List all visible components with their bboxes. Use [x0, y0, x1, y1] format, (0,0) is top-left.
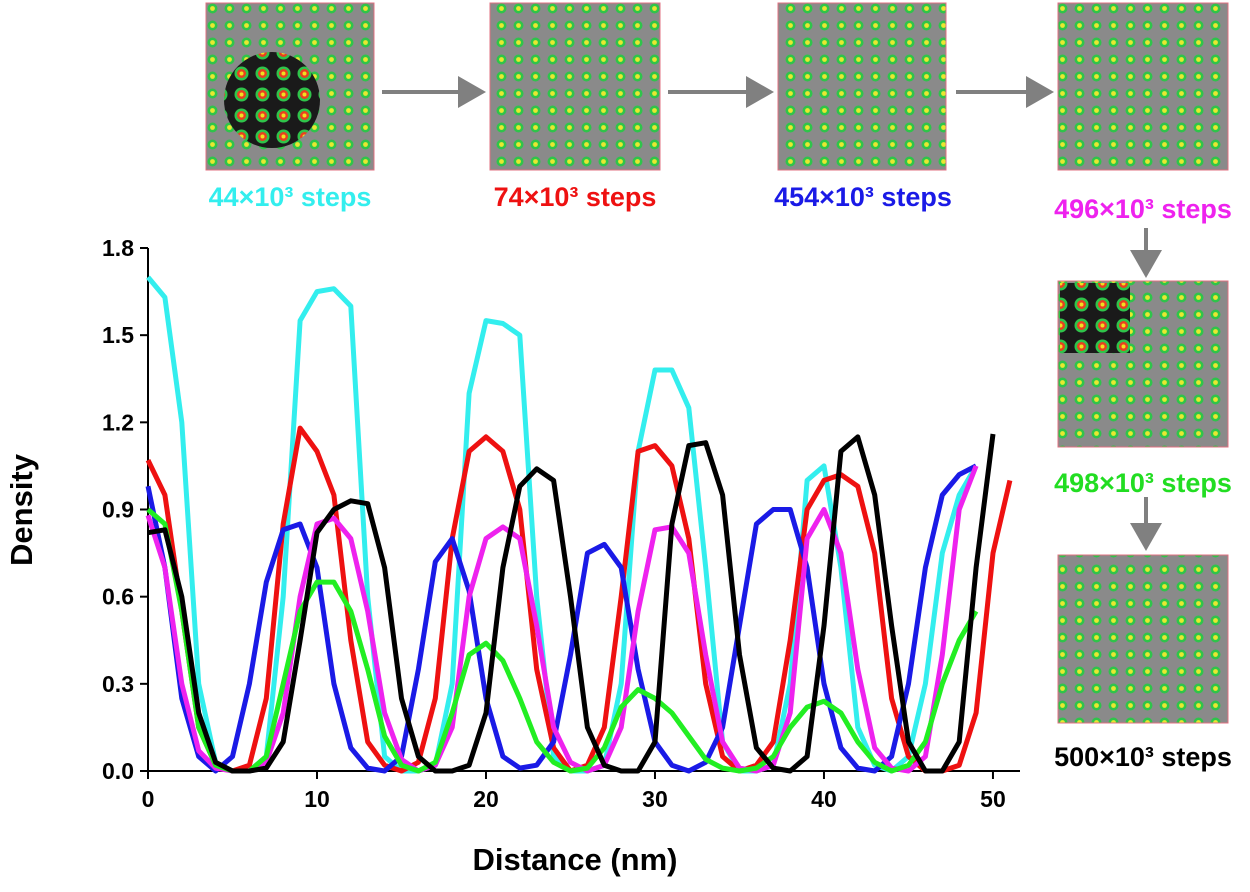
x-axis-title: Distance (nm) [473, 842, 678, 877]
y-tick-label: 1.5 [102, 322, 134, 348]
thumbnails [205, 2, 1229, 724]
x-tick-label: 0 [142, 786, 155, 812]
x-tick-label: 30 [642, 786, 668, 812]
data-line [145, 464, 979, 774]
data-line [145, 463, 978, 774]
series-label: 74×10³ steps [494, 182, 657, 212]
y-tick-label: 1.8 [102, 235, 134, 261]
y-tick-label: 0.3 [102, 671, 134, 697]
series-label: 454×10³ steps [774, 182, 952, 212]
y-tick-label: 1.2 [102, 409, 134, 435]
x-tick-label: 20 [473, 786, 499, 812]
series-label: 496×10³ steps [1054, 194, 1232, 224]
series-label: 44×10³ steps [209, 182, 372, 212]
x-tick-label: 10 [304, 786, 330, 812]
series-label: 498×10³ steps [1054, 468, 1232, 498]
y-tick-label: 0.9 [102, 497, 134, 523]
data-line [147, 433, 996, 774]
series-label: 500×10³ steps [1054, 742, 1232, 772]
arrows [382, 76, 1162, 551]
x-tick-label: 50 [980, 786, 1006, 812]
y-tick-label: 0.0 [102, 758, 134, 784]
y-axis-title: Density [4, 453, 39, 566]
x-tick-label: 40 [811, 786, 837, 812]
y-tick-label: 0.6 [102, 584, 134, 610]
data-line [146, 507, 979, 774]
